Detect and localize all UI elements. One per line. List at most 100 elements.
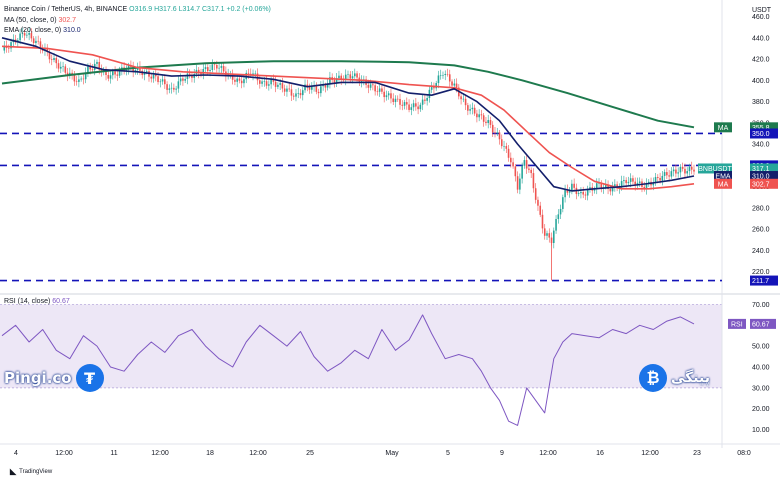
ema20-legend-label: EMA (20, close, 0): [4, 27, 62, 34]
candle-body: [329, 77, 331, 84]
candle-body: [503, 146, 505, 147]
candle-body: [623, 180, 625, 182]
high-value: H317.6: [154, 6, 177, 13]
candle-body: [383, 91, 385, 98]
candle-body: [654, 177, 657, 183]
candle-body: [297, 93, 300, 94]
ma50-legend[interactable]: MA (50, close, 0) 302.7: [4, 17, 76, 24]
time-tick-label: 12:00: [151, 450, 169, 457]
ema20-legend-value: 310.0: [63, 27, 81, 34]
candle-body: [353, 73, 356, 77]
candle-body: [419, 104, 422, 110]
candle-body: [62, 66, 64, 68]
price-label-value: 310.0: [752, 174, 770, 181]
candle-body: [243, 79, 245, 84]
rsi-tick-label: 20.00: [752, 406, 770, 413]
candle-body: [485, 121, 487, 124]
price-label-tag: [698, 163, 732, 174]
candle-body: [265, 81, 268, 86]
candle-body: [96, 61, 98, 64]
candle-body: [632, 178, 634, 182]
time-tick-label: 08:0: [737, 450, 751, 457]
candle-body: [50, 59, 53, 60]
candle-body: [127, 65, 130, 70]
candle-body: [304, 84, 306, 91]
candle-body: [521, 165, 523, 179]
candle-body: [690, 166, 693, 170]
candle-body: [98, 61, 101, 70]
candle-body: [399, 98, 401, 105]
candle-body: [26, 34, 28, 36]
candle-body: [290, 89, 293, 96]
ma200-line: [1, 60, 695, 129]
candle-body: [55, 58, 58, 64]
time-tick-label: 12:00: [539, 450, 557, 457]
ema20-line: [1, 37, 695, 192]
rsi-legend[interactable]: RSI (14, close) 60.67: [4, 298, 70, 305]
candle-body: [340, 75, 343, 80]
candle-body: [442, 74, 444, 76]
tradingview-branding[interactable]: ◣ TradingView: [10, 467, 52, 476]
candle-body: [202, 68, 205, 75]
rsi-label-value: 60.67: [752, 321, 770, 328]
candle-body: [161, 79, 164, 82]
candle-body: [611, 186, 614, 192]
candle-body: [216, 64, 218, 69]
candle-body: [222, 66, 225, 72]
rsi-label-tag: [728, 318, 746, 329]
time-tick-label: 5: [446, 450, 450, 457]
candle-body: [645, 183, 648, 190]
candle-body: [467, 105, 469, 111]
candle-body: [322, 85, 324, 87]
candle-body: [335, 78, 338, 83]
candle-body: [396, 98, 399, 100]
candle-body: [288, 88, 291, 90]
candle-body: [125, 69, 128, 71]
candle-body: [478, 114, 480, 118]
candle-body: [356, 73, 358, 78]
candle-body: [91, 69, 94, 70]
candle-body: [53, 58, 55, 60]
candle-body: [408, 104, 410, 110]
time-tick-label: 23: [693, 450, 701, 457]
price-tick-label: 420.0: [752, 57, 770, 64]
candle-body: [566, 189, 569, 193]
candle-body: [424, 99, 426, 101]
candle-body: [537, 199, 539, 206]
candle-body: [571, 183, 573, 191]
candle-body: [546, 233, 548, 236]
candle-body: [659, 177, 661, 181]
rsi-label-name: RSI: [731, 321, 743, 328]
candle-body: [428, 89, 431, 99]
candle-body: [573, 183, 575, 188]
candle-body: [482, 115, 485, 122]
candle-body: [286, 88, 288, 92]
tradingview-label: TradingView: [19, 468, 53, 475]
candle-body: [112, 71, 114, 76]
candle-body: [324, 85, 327, 88]
candle-body: [548, 233, 551, 238]
candle-body: [675, 169, 677, 174]
price-tick-label: 440.0: [752, 35, 770, 42]
candle-body: [333, 79, 336, 83]
rsi-line: [1, 314, 695, 426]
candle-body: [451, 81, 453, 86]
candle-body: [263, 81, 266, 82]
candle-body: [197, 69, 200, 74]
ema20-legend[interactable]: EMA (20, close, 0) 310.0: [4, 27, 81, 34]
price-tick-label: 400.0: [752, 78, 770, 85]
candle-body: [66, 72, 69, 76]
candle-body: [688, 166, 691, 172]
candle-body: [84, 72, 87, 80]
candle-body: [528, 168, 530, 170]
candle-body: [238, 78, 241, 81]
candle-body: [433, 87, 435, 89]
candle-body: [543, 228, 546, 236]
candle-body: [292, 95, 295, 97]
candle-body: [46, 48, 49, 53]
candle-body: [80, 78, 82, 80]
candle-body: [200, 73, 202, 75]
candle-body: [595, 183, 598, 190]
candle-body: [23, 33, 26, 36]
